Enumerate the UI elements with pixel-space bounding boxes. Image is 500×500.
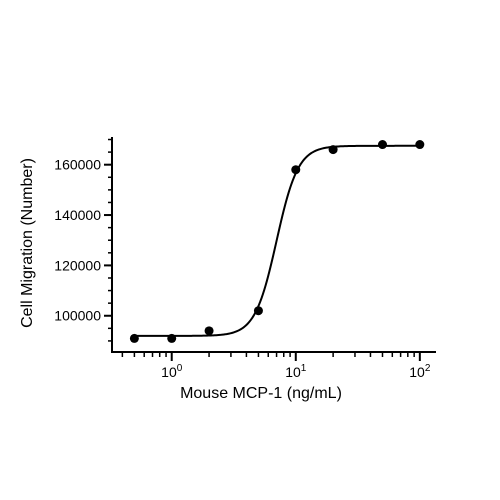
data-point	[377, 140, 387, 150]
data-point	[129, 333, 139, 343]
y-tick-label: 140000	[54, 207, 101, 223]
y-tick-label: 100000	[54, 308, 101, 324]
data-point	[204, 326, 214, 336]
x-tick-label: 102	[409, 363, 431, 380]
x-major-ticks: 100 101 102	[161, 352, 431, 380]
fit-curve	[134, 144, 420, 337]
y-axis-title: Cell Migration (Number)	[19, 158, 36, 328]
data-point	[328, 145, 338, 155]
x-tick-label: 100	[161, 363, 183, 380]
data-point	[291, 165, 301, 175]
data-point	[415, 140, 425, 150]
y-major-ticks: 100000 120000 140000 160000	[54, 157, 112, 324]
x-axis-title: Mouse MCP-1 (ng/mL)	[180, 385, 342, 402]
y-tick-label: 160000	[54, 157, 101, 173]
y-tick-label: 120000	[54, 257, 101, 273]
data-point	[253, 306, 263, 316]
data-points	[129, 140, 425, 343]
data-point	[167, 333, 177, 343]
x-tick-label: 101	[285, 363, 307, 380]
